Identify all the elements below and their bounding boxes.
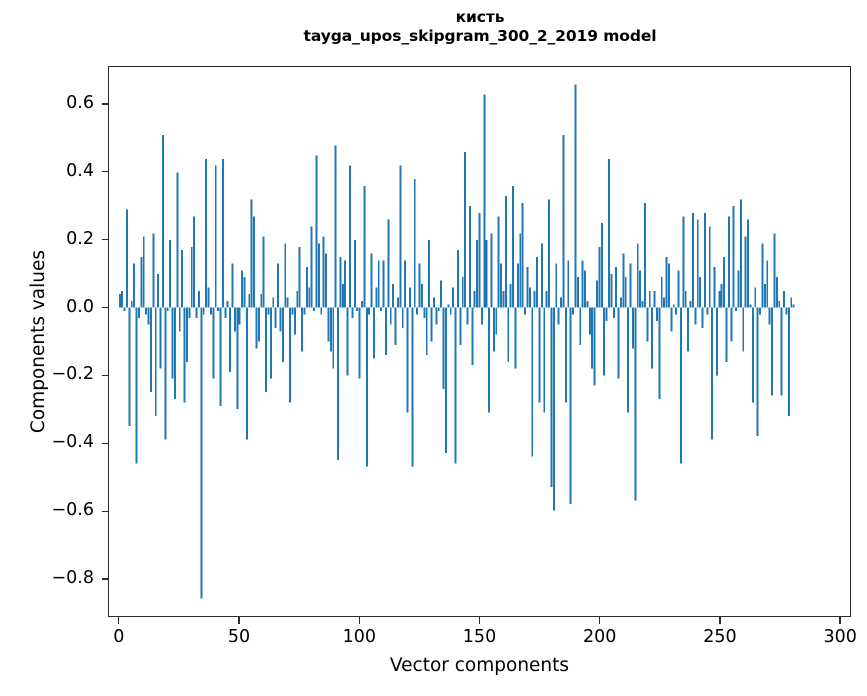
y-tick-mark <box>101 374 108 377</box>
y-tick-mark <box>101 306 108 309</box>
x-tick-mark <box>719 617 721 624</box>
y-tick-mark <box>101 510 108 512</box>
x-tick-label: 50 <box>227 627 251 647</box>
y-tick-label: 0.2 <box>66 228 94 249</box>
chart-title-model: tayga_upos_skipgram_300_2_2019 model <box>303 26 657 45</box>
y-tick-label: 0.4 <box>66 160 94 181</box>
y-tick-mark <box>101 578 108 580</box>
x-tick-mark <box>238 617 240 624</box>
y-axis-label: Components values <box>28 249 49 434</box>
x-tick-mark <box>478 617 481 624</box>
bar-series <box>118 84 795 599</box>
x-tick-label: 300 <box>823 627 857 647</box>
y-tick-label: 0.6 <box>66 92 94 113</box>
y-tick-mark <box>101 171 108 173</box>
y-tick-label: −0.8 <box>51 568 95 589</box>
x-tick-label: 200 <box>583 627 617 647</box>
y-tick-mark <box>101 103 108 105</box>
y-tick-label: 0.0 <box>66 296 94 317</box>
x-tick-label: 250 <box>703 627 737 647</box>
y-tick-label: −0.6 <box>51 500 95 521</box>
y-tick-label: −0.4 <box>51 432 95 453</box>
x-tick-mark <box>599 617 601 624</box>
x-axis-label: Vector components <box>389 655 570 676</box>
chart-title-word: кисть <box>455 8 505 26</box>
chart-title: кисть tayga_upos_skipgram_300_2_2019 mod… <box>108 8 852 46</box>
x-tick-mark <box>839 617 841 624</box>
y-tick-mark <box>101 238 108 241</box>
x-tick-mark <box>358 617 360 624</box>
x-tick-label: 0 <box>113 627 125 647</box>
y-tick-mark <box>101 442 108 444</box>
y-tick-label: −0.2 <box>51 364 95 385</box>
plot-area <box>108 66 851 617</box>
x-tick-mark <box>118 617 120 624</box>
x-tick-label: 150 <box>462 627 497 647</box>
x-tick-label: 100 <box>342 627 376 647</box>
